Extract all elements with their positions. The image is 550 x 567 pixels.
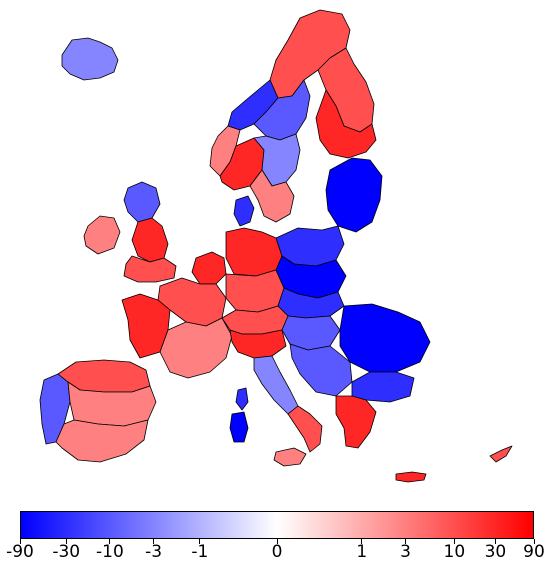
colorbar-tick-label: -30 [52, 542, 81, 562]
region-italy-north [229, 329, 287, 359]
colorbar-gradient [20, 511, 534, 539]
region-norway-north [269, 9, 351, 99]
region-cyprus [489, 445, 513, 463]
colorbar-tick-label: 1 [356, 542, 368, 562]
region-scotland [123, 181, 161, 223]
colorbar-tick [153, 539, 155, 544]
region-sweden-mid [253, 133, 301, 187]
region-denmark [233, 195, 255, 227]
europe-map [39, 9, 513, 483]
region-sicily [273, 447, 307, 467]
region-ireland [83, 215, 121, 255]
colorbar-tick [405, 539, 406, 544]
colorbar-tick [199, 539, 201, 544]
region-greece [335, 395, 377, 449]
region-italy-south [287, 405, 323, 453]
colorbar-tick-label: -90 [6, 542, 34, 562]
colorbar-tick [494, 539, 496, 544]
region-spain-south [55, 419, 149, 463]
region-finland-south [315, 89, 377, 159]
colorbar-tick-label: -3 [145, 542, 163, 562]
region-spain-center [67, 381, 157, 427]
colorbar-tick [276, 539, 278, 544]
region-germany-north [225, 227, 283, 277]
region-bulgaria [351, 371, 415, 403]
region-france-south [159, 317, 233, 379]
region-romania [339, 303, 431, 373]
region-sardinia [229, 411, 249, 443]
colorbar-tick-label: -10 [96, 542, 124, 562]
region-benelux [191, 251, 227, 285]
colorbar-tick [453, 539, 455, 544]
region-sweden-south [249, 169, 295, 223]
region-balkans [289, 343, 353, 397]
region-uk-north [131, 217, 169, 263]
region-baltics [325, 157, 383, 233]
colorbar-tick-label: 0 [271, 542, 283, 562]
colorbar-tick [19, 539, 21, 544]
colorbar-tick-label: 30 [484, 542, 507, 562]
region-corsica [235, 387, 249, 411]
colorbar-tick-label: 3 [400, 542, 411, 562]
region-germany-south [225, 269, 285, 313]
colorbar-tick [65, 539, 67, 544]
colorbar-tick-label: 10 [443, 542, 466, 562]
colorbar-tick [109, 539, 111, 544]
region-uk-south [123, 255, 177, 283]
region-italy-center [253, 355, 299, 415]
colorbar [20, 511, 534, 539]
colorbar-tick [361, 539, 363, 544]
colorbar-tick-label: -1 [191, 542, 209, 562]
colorbar-tick [533, 539, 535, 544]
colorbar-tick-label: 90 [523, 542, 545, 562]
region-crete [395, 471, 427, 483]
region-iceland [61, 37, 119, 81]
